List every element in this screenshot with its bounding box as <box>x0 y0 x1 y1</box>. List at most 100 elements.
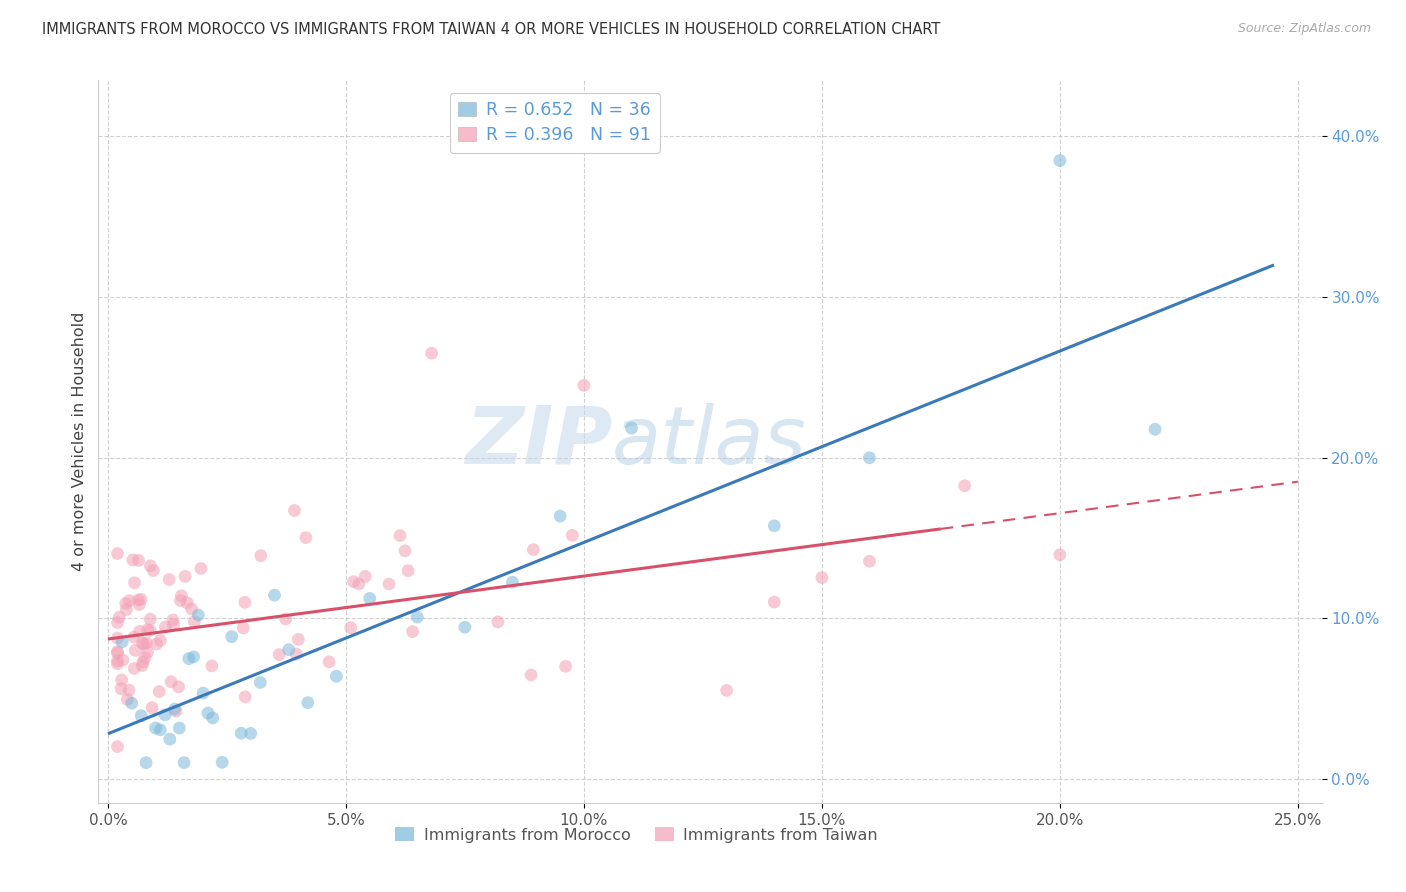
Point <box>389 528 412 542</box>
Point <box>122 630 145 644</box>
Point <box>394 544 416 558</box>
Point <box>201 711 224 725</box>
Point <box>811 571 834 585</box>
Point <box>554 659 576 673</box>
Point <box>148 684 170 698</box>
Point <box>111 635 134 649</box>
Point <box>121 696 143 710</box>
Point <box>406 610 429 624</box>
Point <box>135 756 157 770</box>
Point <box>187 608 209 623</box>
Point <box>520 668 543 682</box>
Point <box>145 637 167 651</box>
Point <box>231 726 253 740</box>
Point <box>342 574 364 589</box>
Point <box>858 450 880 465</box>
Point <box>107 615 129 630</box>
Point <box>180 602 202 616</box>
Point <box>165 704 187 718</box>
Point <box>127 593 149 607</box>
Point <box>190 561 212 575</box>
Point <box>169 721 191 735</box>
Point <box>108 610 131 624</box>
Point <box>139 612 162 626</box>
Point <box>153 707 176 722</box>
Point <box>277 642 299 657</box>
Point <box>139 624 162 638</box>
Point <box>1144 422 1167 436</box>
Point <box>107 631 129 645</box>
Point <box>131 658 153 673</box>
Point <box>167 680 190 694</box>
Point <box>396 564 419 578</box>
Text: ZIP: ZIP <box>465 402 612 481</box>
Point <box>149 723 172 737</box>
Point <box>124 575 146 590</box>
Point <box>183 649 205 664</box>
Point <box>115 602 138 616</box>
Point <box>107 657 129 671</box>
Point <box>107 644 129 658</box>
Point <box>176 596 198 610</box>
Point <box>177 651 200 665</box>
Point <box>134 650 156 665</box>
Point <box>763 595 786 609</box>
Point <box>111 673 134 687</box>
Point <box>145 721 167 735</box>
Text: IMMIGRANTS FROM MOROCCO VS IMMIGRANTS FROM TAIWAN 4 OR MORE VEHICLES IN HOUSEHOL: IMMIGRANTS FROM MOROCCO VS IMMIGRANTS FR… <box>42 22 941 37</box>
Point <box>239 726 262 740</box>
Point <box>287 632 309 647</box>
Point <box>128 553 150 567</box>
Point <box>454 620 477 634</box>
Point <box>131 636 153 650</box>
Point <box>197 706 219 720</box>
Point <box>162 617 184 632</box>
Point <box>162 613 184 627</box>
Point <box>173 756 195 770</box>
Point <box>233 690 256 704</box>
Point <box>149 633 172 648</box>
Point <box>522 542 544 557</box>
Point <box>295 531 318 545</box>
Point <box>378 577 401 591</box>
Legend: Immigrants from Morocco, Immigrants from Taiwan: Immigrants from Morocco, Immigrants from… <box>389 822 884 849</box>
Point <box>297 696 319 710</box>
Point <box>114 597 136 611</box>
Point <box>169 593 191 607</box>
Point <box>325 669 347 683</box>
Point <box>155 620 177 634</box>
Point <box>124 661 146 675</box>
Point <box>129 592 152 607</box>
Point <box>107 739 129 754</box>
Point <box>163 702 186 716</box>
Point <box>132 655 155 669</box>
Point <box>548 509 571 524</box>
Text: atlas: atlas <box>612 402 807 481</box>
Point <box>136 645 159 659</box>
Point <box>285 647 308 661</box>
Point <box>716 683 738 698</box>
Point <box>250 549 273 563</box>
Point <box>118 593 141 607</box>
Point <box>159 732 181 747</box>
Point <box>117 692 139 706</box>
Point <box>141 700 163 714</box>
Point <box>401 624 423 639</box>
Point <box>111 653 134 667</box>
Point <box>132 637 155 651</box>
Point <box>157 573 180 587</box>
Point <box>347 577 370 591</box>
Point <box>232 621 254 635</box>
Point <box>420 346 443 360</box>
Point <box>118 683 141 698</box>
Point <box>107 646 129 660</box>
Point <box>354 569 377 583</box>
Point <box>274 612 297 626</box>
Y-axis label: 4 or more Vehicles in Household: 4 or more Vehicles in Household <box>72 312 87 571</box>
Point <box>359 591 381 606</box>
Point <box>139 558 162 573</box>
Point <box>763 518 786 533</box>
Point <box>283 503 305 517</box>
Point <box>318 655 340 669</box>
Point <box>191 686 214 700</box>
